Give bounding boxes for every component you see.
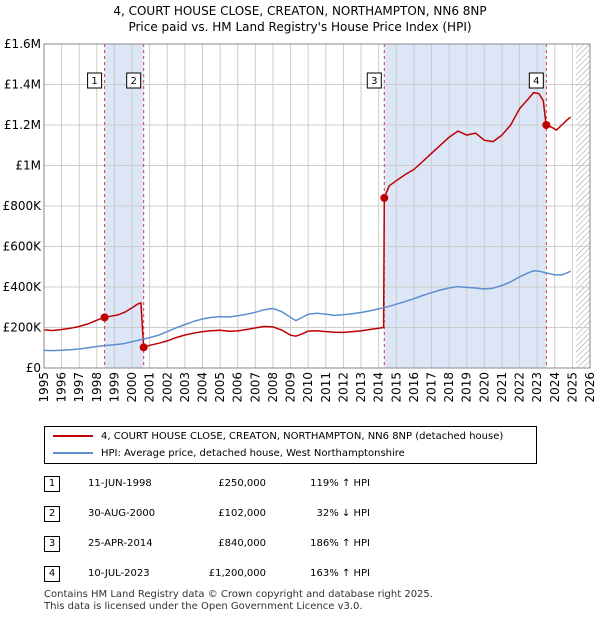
x-tick-label: 2007: [248, 372, 262, 403]
legend-item-property: 4, COURT HOUSE CLOSE, CREATON, NORTHAMPT…: [53, 429, 503, 445]
x-tick-label: 2011: [319, 372, 333, 403]
x-tick-label: 2019: [460, 372, 474, 403]
table-row: 3 25-APR-2014 £840,000 186% ↑ HPI: [44, 536, 444, 554]
transaction-label: 3: [371, 76, 377, 87]
transaction-point: [100, 313, 109, 322]
x-tick-label: 2020: [477, 372, 491, 403]
footer: Contains HM Land Registry data © Crown c…: [44, 589, 433, 613]
x-tick-label: 2022: [513, 372, 527, 403]
x-tick-label: 2023: [530, 372, 544, 403]
y-tick-label: £1.6M: [4, 37, 41, 51]
transaction-date: 11-JUN-1998: [88, 478, 152, 489]
x-tick-label: 2013: [354, 372, 368, 403]
x-tick-label: 2006: [231, 372, 245, 403]
transaction-point: [542, 121, 551, 129]
x-tick-label: 2001: [143, 372, 157, 403]
x-tick-label: 2015: [389, 372, 403, 403]
transaction-label-box: [528, 72, 544, 89]
chart-subtitle: Price paid vs. HM Land Registry's House …: [128, 20, 472, 34]
transaction-label: 4: [533, 76, 539, 87]
footer-copyright: Contains HM Land Registry data © Crown c…: [44, 589, 433, 600]
transaction-hpi: 186% ↑ HPI: [310, 538, 370, 549]
legend-label-hpi: HPI: Average price, detached house, West…: [101, 448, 405, 459]
transaction-number: 3: [44, 536, 60, 552]
y-tick-label: £800K: [3, 199, 43, 213]
table-row: 4 10-JUL-2023 £1,200,000 163% ↑ HPI: [44, 566, 444, 584]
x-tick-label: 2021: [495, 372, 509, 403]
transaction-date: 10-JUL-2023: [88, 568, 150, 579]
x-tick-label: 2026: [583, 372, 597, 403]
transaction-label: 2: [131, 76, 137, 87]
x-tick-label: 2014: [372, 372, 386, 403]
x-tick-label: 2002: [160, 372, 174, 403]
x-tick-label: 1996: [55, 372, 69, 403]
legend: 4, COURT HOUSE CLOSE, CREATON, NORTHAMPT…: [44, 426, 537, 464]
legend-swatch-property: [53, 435, 93, 437]
x-tick-label: 1997: [72, 372, 86, 403]
transaction-label-box: [87, 72, 103, 89]
y-tick-label: £1.2M: [4, 118, 41, 132]
x-tick-label: 2024: [548, 372, 562, 403]
x-tick-label: 1995: [37, 372, 51, 403]
transaction-price: £840,000: [218, 538, 266, 549]
plot-frame: [43, 43, 591, 369]
table-row: 2 30-AUG-2000 £102,000 32% ↓ HPI: [44, 506, 444, 524]
transaction-point: [380, 193, 389, 202]
price-chart: 1 2 3 4 £0 £200K £400K £600K £800K £1M £1.2M £1.4M £…: [3, 37, 597, 403]
footer-licence: This data is licensed under the Open Gov…: [44, 601, 363, 612]
y-tick-label: £200K: [3, 321, 43, 335]
hpi-line: [43, 270, 571, 352]
x-tick-label: 2016: [407, 372, 421, 403]
transaction-number: 1: [44, 476, 60, 492]
transaction-label-box: [366, 72, 382, 89]
x-tick-label: 2003: [178, 372, 192, 403]
transaction-number: 4: [44, 566, 60, 582]
x-tick-label: 2000: [125, 372, 139, 403]
legend-label-property: 4, COURT HOUSE CLOSE, CREATON, NORTHAMPT…: [101, 431, 504, 442]
x-tick-label: 1999: [107, 372, 121, 403]
transaction-label-box: [126, 72, 142, 89]
x-tick-label: 1998: [90, 372, 104, 403]
x-tick-label: 2005: [213, 372, 227, 403]
transaction-price: £1,200,000: [208, 568, 266, 579]
legend-swatch-hpi: [53, 452, 93, 454]
transaction-number: 2: [44, 506, 60, 522]
x-tick-label: 2025: [565, 372, 579, 403]
y-tick-label: £1.4M: [4, 78, 41, 92]
y-tick-label: £0: [26, 361, 41, 375]
transaction-price: £102,000: [218, 508, 266, 519]
x-tick-label: 2009: [284, 372, 298, 403]
transaction-date: 30-AUG-2000: [88, 508, 156, 519]
transaction-label: 1: [91, 76, 97, 87]
property-price-line: [43, 91, 572, 349]
x-tick-label: 2010: [301, 372, 315, 403]
legend-item-hpi: HPI: Average price, detached house, West…: [53, 446, 405, 462]
chart-title: 4, COURT HOUSE CLOSE, CREATON, NORTHAMPT…: [113, 4, 487, 18]
transaction-price: £250,000: [218, 478, 266, 489]
table-row: 1 11-JUN-1998 £250,000 119% ↑ HPI: [44, 476, 444, 494]
transaction-hpi: 32% ↓ HPI: [316, 508, 370, 519]
transaction-hpi: 119% ↑ HPI: [310, 478, 370, 489]
y-tick-label: £1M: [15, 159, 41, 173]
x-tick-label: 2017: [424, 372, 438, 403]
y-tick-label: £600K: [3, 240, 43, 254]
transaction-date: 25-APR-2014: [88, 538, 153, 549]
transaction-point: [139, 343, 148, 352]
transaction-hpi: 163% ↑ HPI: [310, 568, 370, 579]
x-tick-label: 2004: [196, 372, 210, 403]
x-tick-label: 2018: [442, 372, 456, 403]
x-tick-label: 2008: [266, 372, 280, 403]
y-tick-label: £400K: [3, 280, 43, 294]
x-tick-label: 2012: [336, 372, 350, 403]
